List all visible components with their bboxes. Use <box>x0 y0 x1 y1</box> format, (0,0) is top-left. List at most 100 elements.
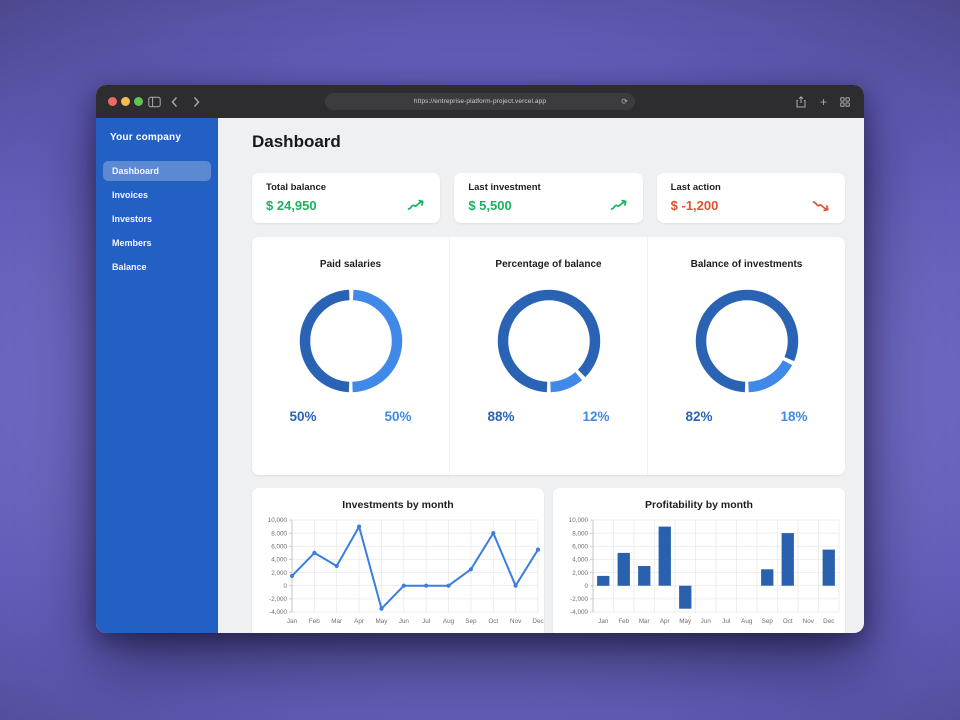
stat-card-last-investment: Last investment $ 5,500 <box>454 173 643 223</box>
donut-title: Percentage of balance <box>495 259 602 270</box>
main-content: Dashboard Total balance $ 24,950 Last in… <box>218 118 864 633</box>
browser-titlebar: https://entreprise-platform-project.verc… <box>96 85 864 118</box>
donut-chart-3: Balance of investments 82% 18% <box>647 237 845 475</box>
donut-ring <box>695 289 798 393</box>
svg-text:10,000: 10,000 <box>569 517 589 524</box>
secondary-percentage: 12% <box>582 409 610 424</box>
chart-title: Investments by month <box>342 499 454 511</box>
donut-chart-2: Percentage of balance 88% 12% <box>449 237 647 475</box>
donut-charts-card: Paid salaries 50% 50% Percentage of bala… <box>252 237 845 475</box>
svg-text:-4,000: -4,000 <box>570 609 588 616</box>
minimize-window-button[interactable] <box>121 97 130 106</box>
stat-value: $ 24,950 <box>266 198 317 213</box>
bar-chart-card: Profitability by month -4,000 -2,000 0 2,00… <box>553 488 845 633</box>
svg-text:10,000: 10,000 <box>268 517 288 524</box>
secondary-percentage: 50% <box>384 409 412 424</box>
sidebar-nav: Dashboard Invoices Investors Members Balance <box>96 161 218 277</box>
svg-text:Oct: Oct <box>488 618 498 625</box>
sidebar-item-invoices[interactable]: Invoices <box>112 190 149 200</box>
svg-text:-2,000: -2,000 <box>269 596 287 603</box>
secondary-percentage: 18% <box>780 409 808 424</box>
address-bar[interactable]: https://entreprise-platform-project.verc… <box>325 93 635 110</box>
donut-ring <box>299 289 402 393</box>
back-button[interactable] <box>171 96 178 107</box>
svg-text:Feb: Feb <box>618 618 629 625</box>
refresh-icon[interactable]: ⟳ <box>621 96 628 106</box>
donut-chart-1: Paid salaries 50% 50% <box>252 237 449 475</box>
page-title: Dashboard <box>252 132 341 151</box>
svg-text:Aug: Aug <box>443 618 455 625</box>
stat-label: Total balance <box>266 182 327 193</box>
sidebar-item-dashboard[interactable]: Dashboard <box>103 161 211 181</box>
svg-text:4,000: 4,000 <box>572 557 588 564</box>
svg-text:Feb: Feb <box>309 618 320 625</box>
svg-text:Apr: Apr <box>354 618 364 625</box>
svg-text:Apr: Apr <box>660 618 670 625</box>
donut-ring <box>497 289 600 393</box>
svg-text:0: 0 <box>283 583 287 590</box>
primary-percentage: 50% <box>289 409 317 424</box>
sidebar-item-investors[interactable]: Investors <box>112 214 153 224</box>
forward-button[interactable] <box>193 96 200 107</box>
svg-text:6,000: 6,000 <box>572 543 588 550</box>
svg-text:6,000: 6,000 <box>271 543 287 550</box>
svg-text:Jan: Jan <box>598 618 609 625</box>
svg-text:Mar: Mar <box>331 618 342 625</box>
svg-text:Sep: Sep <box>762 618 774 625</box>
stat-card-total-balance: Total balance $ 24,950 <box>252 173 441 223</box>
company-name: Your company <box>110 132 182 143</box>
svg-text:8,000: 8,000 <box>572 530 588 537</box>
svg-text:8,000: 8,000 <box>271 530 287 537</box>
svg-text:May: May <box>376 618 389 625</box>
bar-chart-svg: -4,000 -2,000 0 2,000 4,000 6,000 8,000 10,000 J… <box>569 517 840 625</box>
stat-value: $ -1,200 <box>670 198 719 213</box>
svg-text:4,000: 4,000 <box>271 557 287 564</box>
donut-title: Balance of investments <box>690 259 803 270</box>
stat-label: Last investment <box>468 182 541 193</box>
svg-text:0: 0 <box>584 583 588 590</box>
svg-text:Jul: Jul <box>422 618 430 625</box>
sidebar-toggle-icon[interactable] <box>148 96 161 107</box>
svg-text:Aug: Aug <box>741 618 753 625</box>
svg-text:-4,000: -4,000 <box>269 609 287 616</box>
svg-text:May: May <box>679 618 692 625</box>
sidebar-item-members[interactable]: Members <box>112 238 152 248</box>
share-icon[interactable] <box>796 95 806 108</box>
stats-row: Total balance $ 24,950 Last investment $… <box>252 173 845 223</box>
donut-title: Paid salaries <box>319 259 382 270</box>
sidebar-item-balance[interactable]: Balance <box>112 262 147 272</box>
stat-value: $ 5,500 <box>468 198 512 213</box>
new-tab-icon[interactable]: + <box>819 94 827 109</box>
line-chart-svg: -4,000 -2,000 0 2,000 4,000 6,000 8,000 10,000 J… <box>268 517 544 625</box>
svg-text:2,000: 2,000 <box>271 570 287 577</box>
svg-text:Dec: Dec <box>823 618 834 625</box>
svg-text:Jun: Jun <box>399 618 410 625</box>
line-chart-card: Investments by month -4,000 -2,000 0 2,000 4… <box>252 488 544 633</box>
svg-text:Dec: Dec <box>532 618 543 625</box>
app-body: Your company Dashboard Invoices Investors M… <box>96 118 864 633</box>
primary-percentage: 88% <box>487 409 515 424</box>
close-window-button[interactable] <box>108 97 117 106</box>
svg-text:Jan: Jan <box>287 618 298 625</box>
charts-row: Investments by month -4,000 -2,000 0 2,000 4… <box>252 488 845 633</box>
browser-window: https://entreprise-platform-project.verc… <box>96 85 864 633</box>
chart-title: Profitability by month <box>645 499 753 511</box>
primary-percentage: 82% <box>685 409 713 424</box>
svg-text:Sep: Sep <box>465 618 477 625</box>
trend-down-icon <box>812 201 829 212</box>
tab-overview-icon[interactable] <box>840 96 850 107</box>
svg-text:Oct: Oct <box>783 618 793 625</box>
svg-text:Nov: Nov <box>803 618 815 625</box>
svg-text:Jul: Jul <box>722 618 730 625</box>
stat-label: Last action <box>670 182 721 193</box>
svg-text:2,000: 2,000 <box>572 570 588 577</box>
svg-text:Jun: Jun <box>701 618 712 625</box>
stat-card-last-action: Last action $ -1,200 <box>656 173 845 223</box>
sidebar: Your company Dashboard Invoices Investors M… <box>96 118 218 633</box>
zoom-window-button[interactable] <box>134 97 143 106</box>
svg-text:Mar: Mar <box>639 618 650 625</box>
svg-text:Nov: Nov <box>510 618 522 625</box>
trend-up-icon <box>610 199 627 210</box>
url-text: https://entreprise-platform-project.verc… <box>413 98 547 105</box>
